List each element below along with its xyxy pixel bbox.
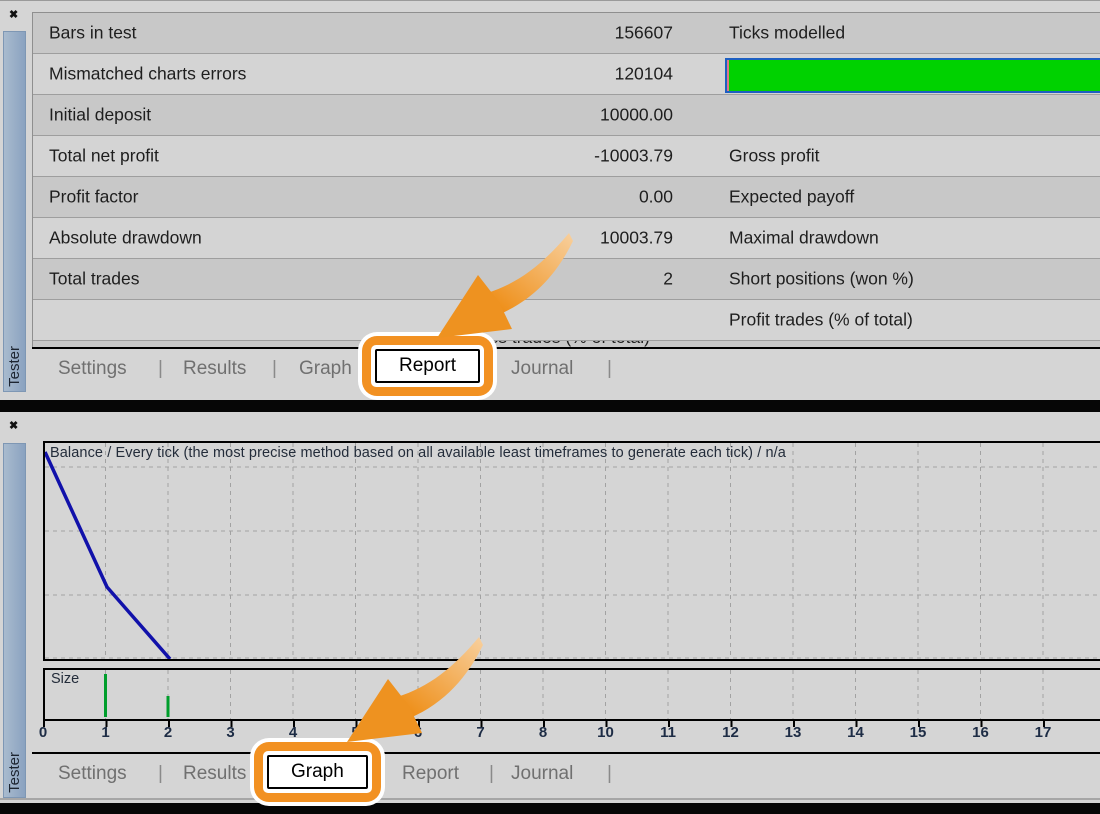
- report-tabbar: Settings | Results | Graph Journal |: [32, 347, 1100, 401]
- x-tick-label: 16: [972, 724, 989, 741]
- x-tick-label: 4: [288, 724, 298, 741]
- tab-journal[interactable]: Journal: [511, 763, 574, 784]
- panel-divider: [0, 400, 1100, 412]
- stat-label-right: Gross profit: [729, 145, 820, 166]
- x-tick-label: 3: [226, 724, 235, 741]
- table-row: Mismatched charts errors 120104: [33, 54, 1100, 95]
- tab-graph[interactable]: Graph: [299, 358, 352, 379]
- x-tick-label: 0: [38, 724, 48, 741]
- report-tab-callout: Report: [362, 336, 494, 396]
- table-row: Profit trades (% of total): [33, 300, 1100, 341]
- chart-title: Balance / Every tick (the most precise m…: [50, 445, 786, 461]
- x-tick-label: 17: [1034, 724, 1052, 741]
- x-tick-label: 1: [101, 724, 110, 741]
- stat-label: Initial deposit: [49, 104, 152, 125]
- stat-label-right: Ticks modelled: [729, 22, 846, 43]
- x-tick-label: 13: [784, 724, 802, 741]
- tab-graph-active[interactable]: Graph: [267, 755, 368, 789]
- progress-bar: [725, 58, 1100, 93]
- tab-report[interactable]: Report: [402, 763, 460, 784]
- tab-separator: |: [607, 358, 612, 379]
- stat-value: 10000.00: [600, 104, 673, 125]
- balance-chart-grid: [45, 443, 1100, 659]
- tab-separator: |: [489, 763, 494, 784]
- x-tick-label: 15: [909, 724, 927, 741]
- stat-value: 120104: [614, 63, 673, 84]
- window-bottom-edge: [0, 803, 1100, 814]
- stat-label-right: Maximal drawdown: [729, 227, 879, 248]
- stat-label: Loss trades (% of total): [470, 341, 650, 348]
- x-tick-label: 11: [660, 724, 676, 741]
- panel-bottom-line: [0, 798, 1100, 800]
- tester-panel-label: Tester: [6, 346, 23, 387]
- stat-label: Profit factor: [49, 186, 139, 207]
- tab-settings[interactable]: Settings: [58, 358, 127, 379]
- graph-tab-callout: Graph: [254, 742, 381, 802]
- tester-sidebar-handle[interactable]: Tester: [3, 31, 26, 392]
- tab-separator: |: [158, 358, 163, 379]
- balance-line: [45, 451, 172, 659]
- x-tick-label: 14: [847, 724, 864, 741]
- balance-chart: Balance / Every tick (the most precise m…: [43, 441, 1100, 661]
- size-axis-label: Size: [51, 671, 80, 687]
- x-tick-label: 10: [597, 724, 614, 741]
- stat-label: Total trades: [49, 268, 140, 289]
- tabbar-separator-line: [32, 752, 1100, 754]
- tab-results[interactable]: Results: [183, 358, 247, 379]
- tab-report-active[interactable]: Report: [375, 349, 481, 383]
- table-row: Initial deposit 10000.00: [33, 95, 1100, 136]
- size-bars: [104, 674, 170, 717]
- tester-sidebar-handle[interactable]: Tester: [3, 443, 26, 798]
- tester-panel-label: Tester: [6, 752, 23, 793]
- x-tick-label: 7: [476, 724, 485, 741]
- stat-label: Absolute drawdown: [49, 227, 202, 248]
- close-icon[interactable]: ✖: [9, 9, 19, 21]
- x-tick-label: 8: [538, 724, 548, 741]
- x-tick-label: 2: [163, 724, 173, 741]
- callout-arrow: [437, 233, 573, 338]
- callout-hole: Graph: [263, 751, 372, 793]
- table-row: Total trades 2 Short positions (won %): [33, 259, 1100, 300]
- tab-separator: |: [158, 763, 163, 784]
- x-axis-ticks: [43, 721, 1045, 727]
- tab-separator: |: [607, 763, 612, 784]
- table-row: Total net profit -10003.79 Gross profit: [33, 136, 1100, 177]
- tab-separator: |: [272, 358, 277, 379]
- stat-value: 10003.79: [600, 227, 673, 248]
- x-tick-label: 12: [722, 724, 739, 741]
- stat-label-right: Profit trades (% of total): [729, 309, 913, 330]
- size-chart-grid: [104, 670, 1044, 719]
- stat-label: Mismatched charts errors: [49, 63, 247, 84]
- close-icon[interactable]: ✖: [9, 420, 19, 432]
- table-row: Profit factor 0.00 Expected payoff: [33, 177, 1100, 218]
- size-chart: Size: [43, 668, 1100, 721]
- tab-journal[interactable]: Journal: [511, 358, 574, 379]
- stat-value: 2: [663, 268, 673, 289]
- tab-settings[interactable]: Settings: [58, 763, 127, 784]
- stat-label: Total net profit: [49, 145, 159, 166]
- tab-results[interactable]: Results: [183, 763, 247, 784]
- callout-hole: Report: [371, 345, 485, 387]
- table-row-clipped: Loss trades (% of total): [33, 341, 1100, 348]
- stat-label: Bars in test: [49, 22, 137, 43]
- stat-value: -10003.79: [594, 145, 673, 166]
- stat-value: 0.00: [638, 186, 673, 207]
- callout-arrow: [347, 637, 483, 742]
- graph-tabbar: Settings | Results Report | Journal |: [32, 754, 1100, 798]
- tester-graph-panel: ✖ Tester Balance / Every tick (the most …: [0, 412, 1100, 814]
- progress-bar-notch: [727, 60, 729, 91]
- table-row: Bars in test 156607 Ticks modelled: [33, 13, 1100, 54]
- stat-value: 156607: [614, 22, 673, 43]
- stat-label-right: Expected payoff: [729, 186, 855, 207]
- stat-label-right: Short positions (won %): [729, 268, 914, 289]
- tester-report-panel: ✖ Tester Bars in test 156607 Ticks model…: [0, 0, 1100, 401]
